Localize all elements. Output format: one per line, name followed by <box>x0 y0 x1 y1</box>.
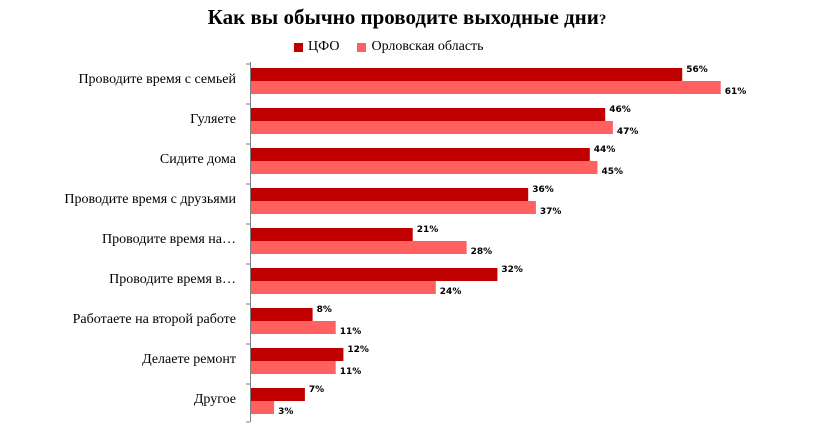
category-label: Проводите время с семьей <box>78 72 236 87</box>
category-label: Гуляете <box>190 112 236 127</box>
bar-cfo <box>251 388 305 401</box>
category-label: Другое <box>194 392 236 407</box>
data-label: 47% <box>617 127 639 137</box>
data-label: 24% <box>440 287 462 297</box>
data-label: 46% <box>609 105 631 115</box>
bar-cfo <box>251 268 498 281</box>
data-label: 12% <box>347 345 369 355</box>
bar-orel <box>251 201 536 214</box>
bar-orel <box>251 241 467 254</box>
legend-item-orel: Орловская область <box>357 39 484 55</box>
legend-item-cfo: ЦФО <box>294 39 339 55</box>
data-label: 11% <box>340 327 362 337</box>
chart-title-text: Как вы обычно проводите выходные дни <box>207 5 599 29</box>
bar-cfo <box>251 108 606 121</box>
data-label: 7% <box>309 385 324 395</box>
legend: ЦФО Орловская область <box>294 39 502 55</box>
bar-cfo <box>251 348 344 361</box>
data-label: 37% <box>540 207 562 217</box>
bar-orel <box>251 281 436 294</box>
data-label: 11% <box>340 367 362 377</box>
bar-orel <box>251 361 336 374</box>
category-label: Сидите дома <box>160 152 237 167</box>
category-label: Делаете ремонт <box>142 352 236 367</box>
bar-orel <box>251 321 336 334</box>
data-label: 61% <box>725 87 747 97</box>
bar-cfo <box>251 228 413 241</box>
category-label: Работаете на второй работе <box>73 312 236 327</box>
data-label: 3% <box>278 407 293 417</box>
legend-label-orel: Орловская область <box>371 39 484 54</box>
data-label: 56% <box>686 65 708 75</box>
bar-cfo <box>251 148 590 161</box>
category-label: Проводите время с друзьями <box>64 192 236 207</box>
bar-cfo <box>251 68 683 81</box>
legend-label-cfo: ЦФО <box>308 39 340 54</box>
data-label: 32% <box>501 265 523 275</box>
bar-orel <box>251 121 613 134</box>
category-label: Проводите время в… <box>109 272 236 287</box>
bar-orel <box>251 81 721 94</box>
data-label: 28% <box>471 247 493 257</box>
data-label: 44% <box>594 145 616 155</box>
data-label: 45% <box>602 167 624 177</box>
data-label: 8% <box>317 305 332 315</box>
legend-swatch-cfo <box>294 42 303 52</box>
bar-cfo <box>251 308 313 321</box>
category-label: Проводите время на… <box>102 232 236 247</box>
bar-cfo <box>251 188 529 201</box>
bar-orel <box>251 161 598 174</box>
chart-title: Как вы обычно проводите выходные дни? <box>0 5 814 30</box>
chart-title-suffix: ? <box>598 12 607 28</box>
legend-swatch-orel <box>357 42 367 52</box>
data-label: 36% <box>532 185 554 195</box>
data-label: 21% <box>417 225 439 235</box>
bar-orel <box>251 401 275 414</box>
